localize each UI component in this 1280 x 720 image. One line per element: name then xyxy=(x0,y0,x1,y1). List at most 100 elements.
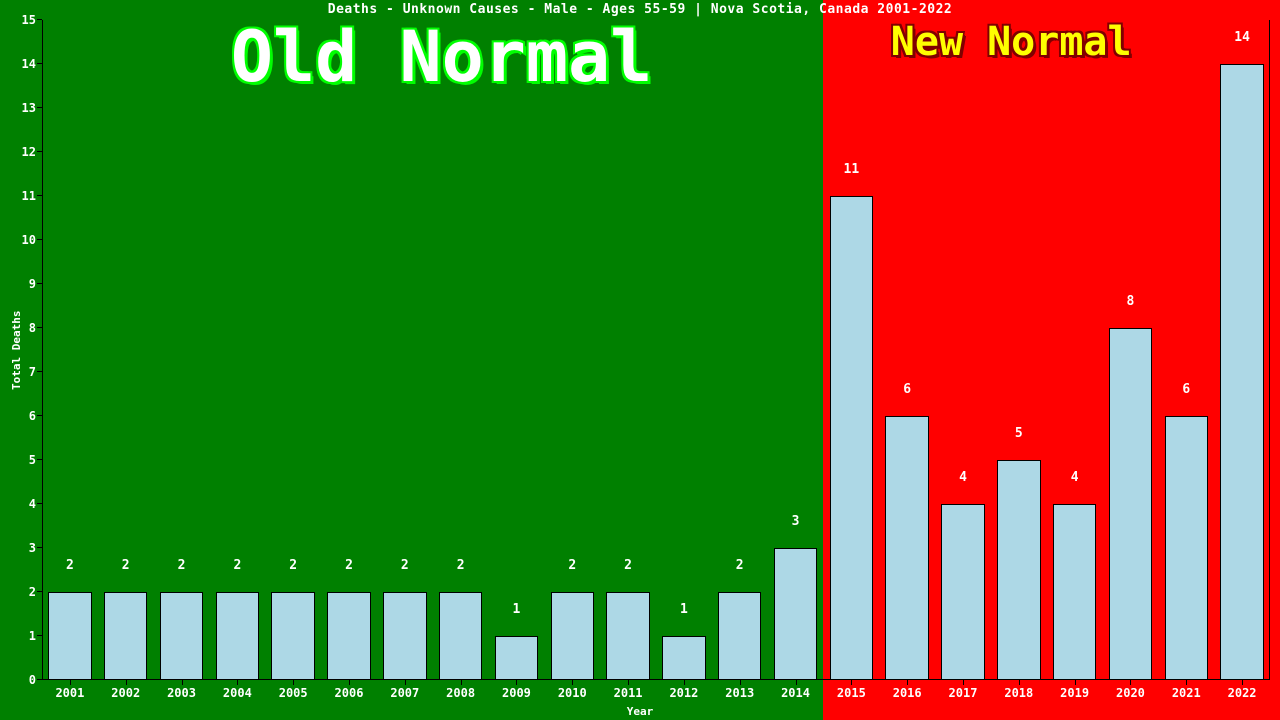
x-tick-mark xyxy=(1130,680,1131,685)
x-tick-mark xyxy=(126,680,127,685)
y-tick-mark xyxy=(37,195,42,196)
plot-area: 0123456789101112131415200122002220032200… xyxy=(42,20,1270,680)
y-tick-label: 14 xyxy=(22,57,36,71)
y-tick-mark xyxy=(37,107,42,108)
x-tick-label: 2004 xyxy=(223,686,252,700)
bar xyxy=(48,592,92,680)
x-tick-label: 2003 xyxy=(167,686,196,700)
x-tick-label: 2009 xyxy=(502,686,531,700)
bar-value-label: 2 xyxy=(736,558,744,573)
y-tick-label: 6 xyxy=(29,409,36,423)
bar xyxy=(662,636,706,680)
y-tick-mark xyxy=(37,547,42,548)
y-axis-line-right xyxy=(1269,20,1270,680)
bar-value-label: 6 xyxy=(1182,382,1190,397)
bar-value-label: 8 xyxy=(1127,294,1135,309)
x-tick-label: 2013 xyxy=(725,686,754,700)
bar xyxy=(551,592,595,680)
y-tick-mark xyxy=(37,19,42,20)
y-tick-label: 11 xyxy=(22,189,36,203)
x-tick-label: 2012 xyxy=(669,686,698,700)
bar-value-label: 14 xyxy=(1234,30,1250,45)
bar xyxy=(606,592,650,680)
bar xyxy=(885,416,929,680)
bar-value-label: 2 xyxy=(122,558,130,573)
x-tick-label: 2008 xyxy=(446,686,475,700)
y-tick-mark xyxy=(37,415,42,416)
y-tick-label: 10 xyxy=(22,233,36,247)
bar xyxy=(271,592,315,680)
x-tick-mark xyxy=(405,680,406,685)
bar xyxy=(495,636,539,680)
y-tick-label: 1 xyxy=(29,629,36,643)
bar xyxy=(774,548,818,680)
y-tick-mark xyxy=(37,371,42,372)
y-tick-label: 8 xyxy=(29,321,36,335)
bar xyxy=(104,592,148,680)
y-tick-label: 5 xyxy=(29,453,36,467)
y-tick-mark xyxy=(37,679,42,680)
x-tick-mark xyxy=(516,680,517,685)
bar-value-label: 2 xyxy=(624,558,632,573)
bar xyxy=(830,196,874,680)
y-tick-mark xyxy=(37,327,42,328)
x-tick-mark xyxy=(907,680,908,685)
bar-value-label: 2 xyxy=(345,558,353,573)
x-axis-title: Year xyxy=(627,705,654,718)
y-tick-label: 3 xyxy=(29,541,36,555)
y-tick-mark xyxy=(37,151,42,152)
x-tick-mark xyxy=(684,680,685,685)
x-tick-mark xyxy=(851,680,852,685)
bar xyxy=(1220,64,1264,680)
bar-value-label: 3 xyxy=(792,514,800,529)
x-tick-mark xyxy=(740,680,741,685)
y-tick-label: 2 xyxy=(29,585,36,599)
bar xyxy=(718,592,762,680)
y-tick-label: 12 xyxy=(22,145,36,159)
y-tick-label: 4 xyxy=(29,497,36,511)
x-tick-mark xyxy=(182,680,183,685)
bar xyxy=(941,504,985,680)
bar xyxy=(439,592,483,680)
bar-value-label: 1 xyxy=(680,602,688,617)
y-tick-label: 15 xyxy=(22,13,36,27)
y-tick-label: 13 xyxy=(22,101,36,115)
chart-root: Deaths - Unknown Causes - Male - Ages 55… xyxy=(0,0,1280,720)
y-tick-label: 0 xyxy=(29,673,36,687)
y-tick-mark xyxy=(37,459,42,460)
x-tick-mark xyxy=(461,680,462,685)
bar xyxy=(997,460,1041,680)
x-tick-label: 2015 xyxy=(837,686,866,700)
y-tick-mark xyxy=(37,591,42,592)
bar-value-label: 11 xyxy=(844,162,860,177)
y-axis-line-left xyxy=(42,20,43,680)
x-tick-label: 2001 xyxy=(55,686,84,700)
x-tick-label: 2018 xyxy=(1004,686,1033,700)
x-tick-label: 2007 xyxy=(390,686,419,700)
bar xyxy=(383,592,427,680)
bar-value-label: 6 xyxy=(903,382,911,397)
x-tick-label: 2002 xyxy=(111,686,140,700)
bar-value-label: 2 xyxy=(233,558,241,573)
x-tick-mark xyxy=(963,680,964,685)
bar xyxy=(327,592,371,680)
bar xyxy=(160,592,204,680)
x-tick-mark xyxy=(628,680,629,685)
bar-value-label: 4 xyxy=(959,470,967,485)
x-tick-mark xyxy=(1075,680,1076,685)
x-tick-label: 2021 xyxy=(1172,686,1201,700)
bar-value-label: 2 xyxy=(66,558,74,573)
y-tick-label: 7 xyxy=(29,365,36,379)
y-tick-mark xyxy=(37,239,42,240)
x-tick-mark xyxy=(237,680,238,685)
bar-value-label: 2 xyxy=(457,558,465,573)
bar-value-label: 2 xyxy=(401,558,409,573)
bar-value-label: 2 xyxy=(568,558,576,573)
x-tick-label: 2010 xyxy=(558,686,587,700)
bar-value-label: 4 xyxy=(1071,470,1079,485)
bar-value-label: 2 xyxy=(178,558,186,573)
x-tick-label: 2016 xyxy=(893,686,922,700)
x-tick-mark xyxy=(1019,680,1020,685)
y-tick-mark xyxy=(37,63,42,64)
x-tick-label: 2006 xyxy=(335,686,364,700)
